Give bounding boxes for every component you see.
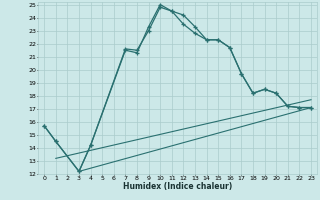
X-axis label: Humidex (Indice chaleur): Humidex (Indice chaleur): [123, 182, 232, 191]
